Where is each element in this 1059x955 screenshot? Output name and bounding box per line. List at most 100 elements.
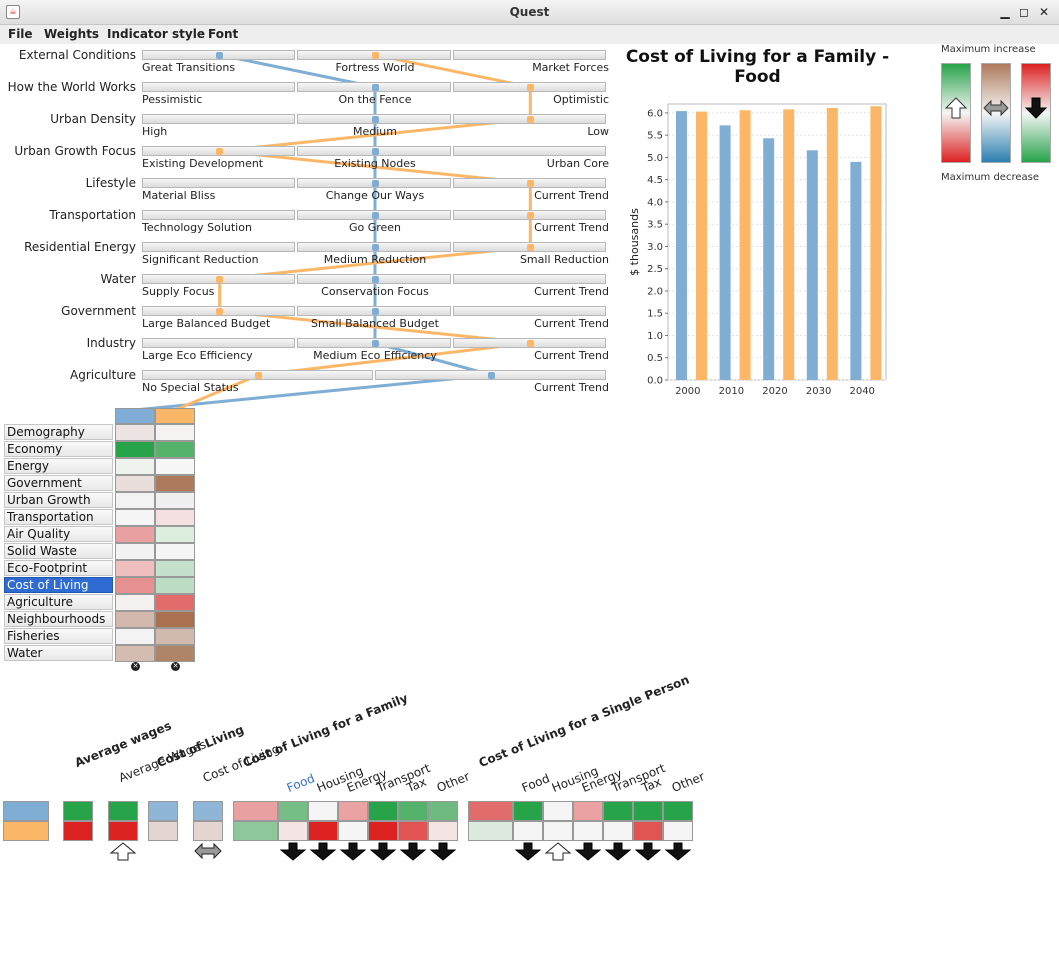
category-cell-b[interactable] bbox=[155, 577, 195, 594]
scenario-a-header[interactable] bbox=[115, 408, 155, 424]
cell[interactable] bbox=[308, 801, 338, 821]
category-cell-a[interactable] bbox=[115, 594, 155, 611]
category-item[interactable]: Cost of Living bbox=[4, 577, 113, 593]
category-item[interactable]: Government bbox=[4, 475, 113, 491]
slider-track-segment[interactable] bbox=[452, 50, 606, 60]
minimize-icon[interactable]: ▁ bbox=[1000, 5, 1010, 19]
category-item[interactable]: Eco-Footprint bbox=[4, 560, 113, 576]
cell[interactable] bbox=[108, 801, 138, 821]
cell[interactable] bbox=[468, 821, 513, 841]
family-item-label[interactable]: Other bbox=[434, 769, 472, 795]
cell[interactable] bbox=[398, 821, 428, 841]
cell[interactable] bbox=[193, 821, 223, 841]
cell[interactable] bbox=[633, 801, 663, 821]
category-cell-b[interactable] bbox=[155, 441, 195, 458]
single-item-label[interactable]: Food bbox=[519, 771, 552, 795]
category-cell-b[interactable] bbox=[155, 594, 195, 611]
cell[interactable] bbox=[338, 821, 368, 841]
cell[interactable] bbox=[603, 801, 633, 821]
cell[interactable] bbox=[368, 821, 398, 841]
scenario-b-knob[interactable] bbox=[216, 147, 224, 155]
scenario-b-knob[interactable] bbox=[371, 51, 379, 59]
cell[interactable] bbox=[543, 821, 573, 841]
cell[interactable] bbox=[603, 821, 633, 841]
category-cell-a[interactable] bbox=[115, 645, 155, 662]
cell[interactable] bbox=[278, 821, 308, 841]
cell[interactable] bbox=[108, 821, 138, 841]
menu-weights[interactable]: Weights bbox=[44, 27, 100, 41]
category-cell-a[interactable] bbox=[115, 611, 155, 628]
category-cell-a[interactable] bbox=[115, 628, 155, 645]
cell[interactable] bbox=[278, 801, 308, 821]
category-cell-b[interactable] bbox=[155, 611, 195, 628]
category-cell-b[interactable] bbox=[155, 475, 195, 492]
family-item-label[interactable]: Food bbox=[284, 771, 317, 795]
scenario-a-knob[interactable] bbox=[371, 83, 379, 91]
category-cell-a[interactable] bbox=[115, 458, 155, 475]
scenario-b-knob[interactable] bbox=[526, 115, 534, 123]
category-item[interactable]: Water bbox=[4, 645, 113, 661]
category-item[interactable]: Demography bbox=[4, 424, 113, 440]
scenario-a-knob[interactable] bbox=[371, 275, 379, 283]
scenario-a-knob[interactable] bbox=[488, 371, 495, 379]
category-item[interactable]: Fisheries bbox=[4, 628, 113, 644]
category-item[interactable]: Economy bbox=[4, 441, 113, 457]
category-cell-b[interactable] bbox=[155, 458, 195, 475]
slider-track-segment[interactable] bbox=[452, 146, 606, 156]
scenario-b-knob[interactable] bbox=[255, 371, 262, 379]
menu-indicator-style[interactable]: Indicator style bbox=[107, 27, 205, 41]
category-cell-a[interactable] bbox=[115, 526, 155, 543]
category-item[interactable]: Energy bbox=[4, 458, 113, 474]
category-cell-b[interactable] bbox=[155, 424, 195, 441]
category-item[interactable]: Neighbourhoods bbox=[4, 611, 113, 627]
category-cell-a[interactable] bbox=[115, 441, 155, 458]
category-item[interactable]: Agriculture bbox=[4, 594, 113, 610]
single-item-label[interactable]: Other bbox=[669, 769, 707, 795]
category-cell-a[interactable] bbox=[115, 492, 155, 509]
category-item[interactable]: Air Quality bbox=[4, 526, 113, 542]
cell[interactable] bbox=[398, 801, 428, 821]
scenario-a-knob[interactable] bbox=[371, 307, 379, 315]
cell[interactable] bbox=[233, 821, 278, 841]
category-cell-b[interactable] bbox=[155, 492, 195, 509]
slider-track-segment[interactable] bbox=[142, 114, 296, 124]
cell[interactable] bbox=[63, 801, 93, 821]
slider-track-segment[interactable] bbox=[142, 178, 296, 188]
category-item[interactable]: Transportation bbox=[4, 509, 113, 525]
scenario-a-knob[interactable] bbox=[371, 115, 379, 123]
cell[interactable] bbox=[368, 801, 398, 821]
scenario-a-knob[interactable] bbox=[371, 339, 379, 347]
scenario-b-knob[interactable] bbox=[526, 211, 534, 219]
cell[interactable] bbox=[338, 801, 368, 821]
scenario-b-knob[interactable] bbox=[526, 83, 534, 91]
scenario-b-knob[interactable] bbox=[526, 339, 534, 347]
category-cell-a[interactable] bbox=[115, 509, 155, 526]
scenario-a-knob[interactable] bbox=[371, 243, 379, 251]
cell[interactable] bbox=[148, 821, 178, 841]
cell[interactable] bbox=[233, 801, 278, 821]
cell[interactable] bbox=[513, 801, 543, 821]
cell[interactable] bbox=[63, 821, 93, 841]
slider-track-segment[interactable] bbox=[452, 274, 606, 284]
cell[interactable] bbox=[308, 821, 338, 841]
slider-track-segment[interactable] bbox=[142, 82, 296, 92]
category-cell-a[interactable] bbox=[115, 475, 155, 492]
cell[interactable] bbox=[633, 821, 663, 841]
scenario-b-knob[interactable] bbox=[526, 243, 534, 251]
slider-track-segment[interactable] bbox=[142, 242, 296, 252]
scenario-b-knob[interactable] bbox=[216, 307, 224, 315]
category-cell-b[interactable] bbox=[155, 526, 195, 543]
slider-track-segment[interactable] bbox=[142, 338, 296, 348]
category-item[interactable]: Urban Growth bbox=[4, 492, 113, 508]
slider-track-segment[interactable] bbox=[452, 306, 606, 316]
category-cell-a[interactable] bbox=[115, 560, 155, 577]
maximize-icon[interactable]: ◻ bbox=[1019, 5, 1029, 19]
scenario-b-knob[interactable] bbox=[526, 179, 534, 187]
scenario-b-header[interactable] bbox=[155, 408, 195, 424]
cell[interactable] bbox=[543, 801, 573, 821]
scenario-b-knob[interactable] bbox=[216, 275, 224, 283]
cell[interactable] bbox=[428, 821, 458, 841]
category-cell-b[interactable] bbox=[155, 509, 195, 526]
cell[interactable] bbox=[148, 801, 178, 821]
cell[interactable] bbox=[513, 821, 543, 841]
